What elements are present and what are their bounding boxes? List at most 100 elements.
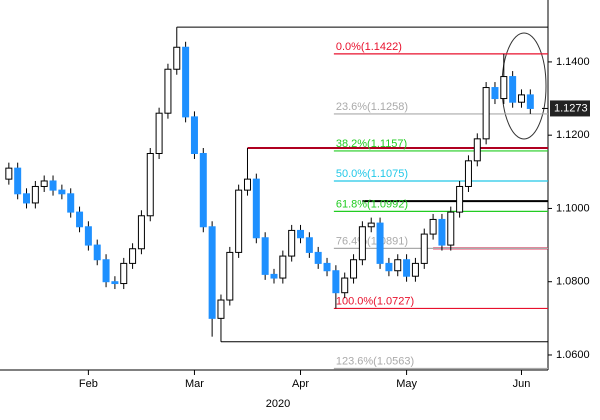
candle-body — [155, 112, 163, 154]
candle — [5, 162, 13, 185]
candle-body — [243, 178, 251, 191]
candle — [146, 148, 154, 222]
candle — [517, 89, 525, 108]
y-tick-label: 1.1400 — [556, 56, 590, 68]
candle-body — [93, 244, 101, 261]
candle-body — [314, 251, 322, 264]
candle-body — [482, 87, 490, 140]
candle-body — [129, 248, 137, 264]
candle — [438, 213, 446, 251]
candle-body — [509, 76, 517, 103]
candle-body — [297, 229, 305, 239]
candle-body — [288, 229, 296, 257]
candle-body — [173, 46, 181, 70]
candle-body — [5, 167, 13, 180]
candle — [129, 243, 137, 269]
x-tick-label: May — [396, 378, 417, 390]
candle — [376, 217, 384, 269]
candle-body — [403, 259, 411, 277]
candle-body — [190, 116, 198, 154]
candle-body — [111, 281, 119, 285]
fib-label: 100.0%(1.0727) — [336, 295, 414, 307]
candle — [350, 254, 358, 284]
candle — [102, 254, 110, 288]
candle-body — [76, 211, 84, 228]
candle-body — [146, 152, 154, 217]
candle — [235, 184, 243, 258]
candle — [199, 148, 207, 233]
candle-body — [270, 273, 278, 279]
candle-body — [341, 277, 349, 294]
candle — [173, 27, 181, 75]
candle — [491, 82, 499, 105]
candle-body — [367, 222, 375, 228]
candle-body — [235, 189, 243, 253]
candle — [208, 221, 216, 337]
candle — [314, 246, 322, 269]
candle-body — [23, 193, 31, 204]
candle — [473, 133, 481, 167]
candle-body — [67, 193, 75, 213]
candle — [305, 232, 313, 258]
x-tick-label: Mar — [185, 378, 204, 390]
candle-body — [279, 255, 287, 279]
candle — [411, 257, 419, 282]
candle-body — [332, 270, 340, 294]
candle-body — [226, 251, 234, 301]
candle — [155, 107, 163, 159]
candle-body — [40, 180, 48, 187]
candle-body — [526, 94, 534, 109]
candle-body — [385, 262, 393, 272]
candle — [323, 257, 331, 277]
candle-body — [358, 226, 366, 261]
candle — [394, 254, 402, 277]
candle-body — [49, 180, 57, 191]
candle-body — [464, 160, 472, 187]
candle — [500, 53, 508, 105]
fib-label: 50.0%(1.1075) — [336, 168, 408, 180]
candle — [429, 213, 437, 240]
candle — [279, 250, 287, 284]
x-tick-label: Jun — [513, 378, 531, 390]
y-tick-label: 1.1200 — [556, 129, 590, 141]
candle-body — [500, 76, 508, 100]
y-tick-label: 1.0800 — [556, 276, 590, 288]
candle-body — [429, 218, 437, 235]
candle — [40, 175, 48, 192]
candle — [297, 224, 305, 244]
fib-label: 0.0%(1.1422) — [336, 41, 402, 53]
candle — [120, 257, 128, 290]
candle — [84, 221, 92, 251]
candle — [111, 276, 119, 290]
candle-body — [31, 185, 39, 204]
candle — [23, 188, 31, 209]
candle — [137, 210, 145, 255]
candle — [14, 162, 22, 200]
fib-label: 76.4%(1.0891) — [336, 235, 408, 247]
candle-body — [456, 185, 464, 213]
candle — [288, 224, 296, 262]
fib-label: 61.8%(1.0992) — [336, 198, 408, 210]
y-tick-label: 1.1000 — [556, 202, 590, 214]
candle-body — [182, 46, 190, 118]
fib-label: 38.2%(1.1157) — [336, 138, 407, 150]
candle — [420, 228, 428, 269]
candle — [456, 180, 464, 218]
candle — [358, 221, 366, 266]
candle — [217, 294, 225, 342]
year-label: 2020 — [266, 398, 290, 410]
candle-body — [58, 189, 66, 195]
candle-body — [473, 138, 481, 162]
candle-body — [208, 226, 216, 319]
candle-body — [376, 222, 384, 264]
candle — [509, 71, 517, 108]
candle — [76, 206, 84, 233]
candle — [164, 63, 172, 119]
candle-body — [350, 259, 358, 279]
candle-body — [102, 259, 110, 283]
candle-body — [14, 167, 22, 195]
candle — [403, 254, 411, 282]
candle — [261, 232, 269, 280]
